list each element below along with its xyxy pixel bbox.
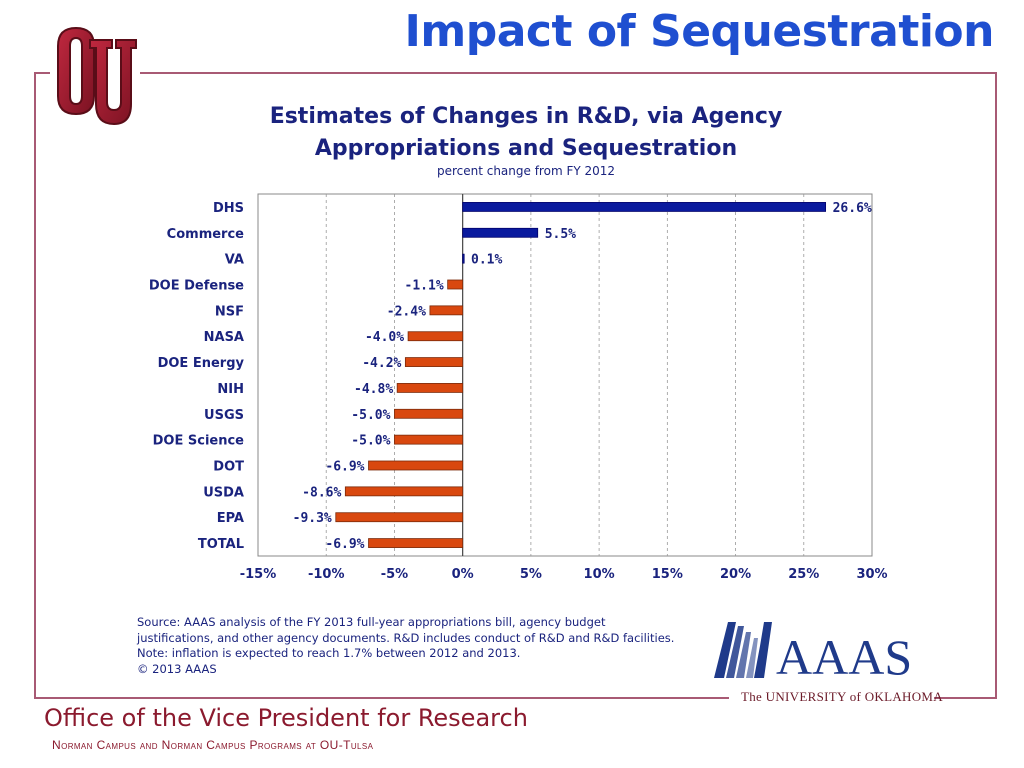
plot-border — [257, 193, 873, 557]
bar-dhs — [462, 202, 827, 212]
rd-change-bar-chart: Estimates of Changes in R&D, via Agency … — [149, 104, 888, 582]
bar-nasa — [407, 331, 464, 342]
bar-doe-defense — [447, 279, 464, 290]
category-label: DOE Energy — [158, 356, 245, 371]
bar-epa — [335, 512, 464, 523]
value-label: -4.0% — [365, 330, 404, 345]
university-wordmark: The UNIVERSITY of OKLAHOMA — [741, 689, 943, 705]
value-label: -6.9% — [325, 537, 364, 552]
bar-usda — [344, 486, 464, 497]
slide-frame — [34, 72, 997, 699]
value-label: -2.4% — [387, 304, 426, 319]
x-tick-label: -10% — [308, 567, 345, 582]
category-label: USGS — [204, 408, 244, 423]
category-label: NASA — [204, 330, 244, 345]
x-tick-label: 25% — [788, 567, 819, 582]
category-label: DHS — [213, 201, 244, 216]
aaas-logo: AAAS — [714, 622, 912, 682]
value-label: -8.6% — [302, 485, 341, 500]
source-line-2: justifications, and other agency documen… — [137, 630, 675, 645]
chart-subtitle: percent change from FY 2012 — [437, 164, 615, 178]
source-note: Source: AAAS analysis of the FY 2013 ful… — [137, 615, 717, 677]
value-label: -6.9% — [325, 460, 364, 475]
bar-doe-energy — [404, 357, 464, 367]
value-label: 0.1% — [471, 253, 502, 268]
category-label: NSF — [215, 304, 244, 319]
chart-title-line-1: Estimates of Changes in R&D, via Agency — [270, 104, 783, 129]
bar-dot — [368, 460, 464, 471]
source-line-1: Source: AAAS analysis of the FY 2013 ful… — [137, 615, 606, 629]
bar-nih — [396, 383, 464, 393]
x-tick-label: 10% — [584, 567, 615, 582]
x-tick-label: -5% — [381, 567, 408, 582]
category-label: TOTAL — [198, 537, 244, 552]
x-tick-label: 30% — [856, 567, 887, 582]
value-label: -5.0% — [351, 408, 390, 423]
frame-bottom-rule-left — [34, 697, 729, 699]
x-tick-label: 15% — [652, 567, 683, 582]
bar-va — [462, 253, 465, 264]
bar-total — [368, 538, 464, 548]
category-label: DOE Science — [153, 434, 245, 449]
bar-usgs — [394, 408, 464, 419]
x-tick-label: 5% — [520, 567, 542, 582]
category-label: NIH — [217, 382, 244, 397]
x-tick-label: 0% — [452, 567, 474, 582]
ou-logo — [50, 18, 140, 130]
value-label: 26.6% — [833, 201, 872, 216]
bar-doe-science — [394, 434, 464, 445]
value-label: -4.2% — [362, 356, 401, 371]
source-line-3: Note: inflation is expected to reach 1.7… — [137, 646, 521, 660]
frame-bottom-rule-right — [934, 697, 997, 699]
source-line-4: © 2013 AAAS — [137, 661, 217, 676]
slide-title: Impact of Sequestration — [404, 6, 994, 57]
plot-area: -15% -10% -5% 0% 5% 10% 15% 20% 25% 30% DHS 26.6% Co… — [149, 193, 888, 582]
category-label: DOE Defense — [149, 279, 244, 294]
category-label: EPA — [217, 511, 244, 526]
value-label: -1.1% — [405, 279, 444, 294]
x-tick-label: 20% — [720, 567, 751, 582]
aaas-wordmark: AAAS — [776, 629, 912, 682]
x-tick-label: -15% — [240, 567, 277, 582]
category-label: VA — [225, 253, 244, 268]
value-label: -5.0% — [351, 434, 390, 449]
category-label: DOT — [213, 460, 244, 475]
value-label: -4.8% — [354, 382, 393, 397]
chart-title-line-2: Appropriations and Sequestration — [315, 136, 737, 161]
category-label: Commerce — [167, 227, 244, 242]
bar-nsf — [429, 305, 464, 316]
value-label: 5.5% — [545, 227, 576, 242]
campus-subtitle: Norman Campus and Norman Campus Programs… — [52, 738, 374, 752]
value-label: -9.3% — [293, 511, 332, 526]
bar-commerce — [462, 227, 539, 238]
office-title: Office of the Vice President for Researc… — [44, 704, 528, 732]
category-label: USDA — [203, 485, 244, 500]
